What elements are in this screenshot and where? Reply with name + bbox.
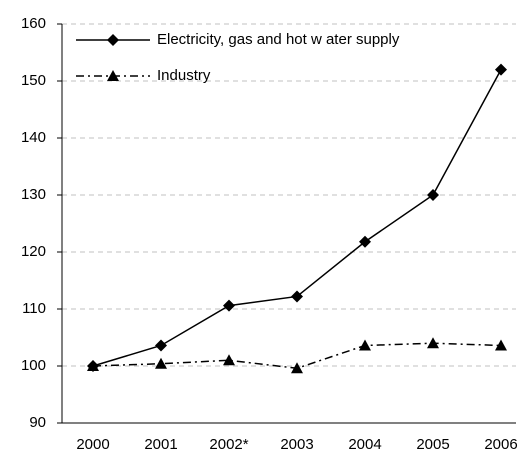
marker: [495, 339, 507, 351]
y-tick-label: 160: [21, 15, 46, 32]
y-tick-label: 110: [22, 300, 46, 317]
x-tick-label: 2003: [280, 436, 313, 453]
marker: [223, 354, 235, 366]
marker: [155, 357, 167, 369]
y-tick-label: 120: [21, 243, 46, 260]
legend-label: Electricity, gas and hot w ater supply: [157, 31, 400, 48]
marker: [427, 337, 439, 349]
marker: [359, 339, 371, 351]
marker: [291, 290, 303, 303]
x-tick-label: 2004: [348, 436, 381, 453]
x-tick-label: 2001: [144, 436, 177, 453]
marker: [87, 360, 99, 371]
marker: [359, 235, 371, 248]
y-tick-label: 100: [21, 357, 46, 374]
y-tick-label: 130: [21, 186, 46, 203]
series-line: [92, 69, 502, 367]
legend-label: Industry: [157, 67, 211, 84]
legend-marker: [107, 34, 119, 46]
y-tick-label: 140: [21, 129, 46, 146]
marker: [427, 189, 439, 201]
legend-marker: [107, 70, 119, 81]
marker: [495, 63, 507, 76]
marker: [223, 299, 235, 312]
y-tick-label: 90: [29, 414, 46, 431]
x-tick-label: 2006: [484, 436, 517, 453]
marker: [291, 362, 303, 374]
x-tick-label: 2000: [76, 436, 109, 453]
marker: [155, 339, 167, 352]
x-tick-label: 2002*: [209, 436, 248, 453]
y-tick-label: 150: [21, 72, 46, 89]
x-tick-label: 2005: [416, 436, 449, 453]
